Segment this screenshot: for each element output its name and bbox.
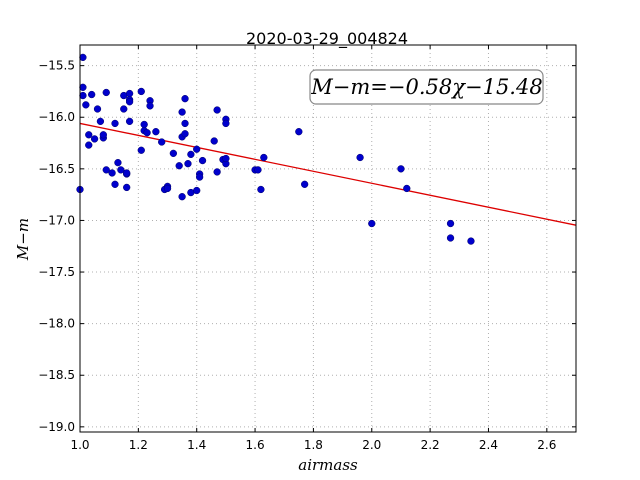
data-point [111,119,119,128]
data-point [222,154,230,163]
data-point [254,166,262,174]
y-tick-label: −18.0 [38,317,75,331]
data-point [82,101,90,109]
chart-title: 2020-03-29_004824 [246,29,408,49]
data-point [198,156,207,165]
x-tick-label: 2.2 [421,438,440,452]
data-point [184,160,192,168]
data-point [163,184,172,193]
data-point [446,234,455,242]
y-tick-label: −19.0 [38,420,75,434]
x-tick-label: 1.8 [304,438,323,452]
data-point [114,158,122,167]
data-point [125,117,134,126]
data-point [79,91,87,100]
data-point [79,83,87,91]
data-point [397,165,405,173]
data-point [111,180,119,188]
y-axis: −15.5 −16.0 −16.5 −17.0 −17.5 −18.0 −18.5 −19.0 [38,59,576,434]
annotation-box: M−m=−0.58χ−15.48 [309,69,544,105]
data-point [195,173,204,181]
y-tick-label: −18.5 [38,368,75,382]
data-point [93,105,102,113]
x-tick-label: 1.4 [187,438,206,452]
y-tick-label: −17.0 [38,213,75,227]
data-point [187,150,195,159]
data-point [181,95,189,103]
data-point [137,146,145,154]
data-point [102,166,110,174]
data-point [222,119,230,128]
data-point [102,88,110,97]
data-point [85,131,93,139]
y-tick-label: −16.5 [38,162,75,176]
data-point [140,120,148,129]
y-tick-label: −17.5 [38,265,75,279]
data-point [210,137,218,145]
data-point [85,141,93,149]
x-tick-label: 1.6 [246,438,265,452]
data-point [143,129,151,137]
data-point [125,98,134,106]
x-axis: 1.0 1.2 1.4 1.6 1.8 2.0 2.2 2.4 2.6 [70,45,556,452]
data-point [260,153,268,162]
data-point [152,128,160,136]
data-point [301,180,309,188]
data-point [295,128,303,136]
data-point [178,108,186,116]
data-point [90,135,99,143]
annotation-frame [309,69,544,105]
annotation-text: M−m=−0.58χ−15.48 [310,75,542,99]
plot-frame [79,44,577,433]
data-point [257,185,265,194]
data-point [181,119,189,128]
data-point [467,237,475,245]
data-point [96,117,105,126]
data-point [88,90,96,99]
data-point [175,162,183,170]
data-point [120,105,128,113]
data-point [403,184,411,193]
x-tick-label: 2.0 [362,438,381,452]
data-point [193,186,201,195]
data-point [125,89,134,98]
data-point [137,87,145,96]
data-point [356,153,364,162]
data-point [79,53,87,62]
data-point [169,149,178,158]
data-point [368,219,376,228]
data-point [158,138,166,146]
y-tick-label: −15.5 [38,59,75,73]
x-tick-label: 1.0 [70,438,89,452]
data-point [446,219,455,228]
data-points [76,53,475,245]
data-point [193,145,201,153]
data-point [99,131,107,139]
data-point [213,106,221,114]
data-point [213,168,221,176]
x-tick-label: 1.2 [129,438,148,452]
data-point [123,183,131,192]
data-point [123,169,131,177]
data-point [146,102,154,110]
data-point [178,193,186,201]
x-tick-label: 2.4 [479,438,498,452]
x-axis-label: airmass [298,456,358,474]
data-point [181,130,189,138]
y-axis-label: M−m [14,218,32,261]
data-point [108,169,116,177]
x-tick-label: 2.6 [537,438,556,452]
y-tick-label: −16.0 [38,110,75,124]
data-point [117,166,125,174]
